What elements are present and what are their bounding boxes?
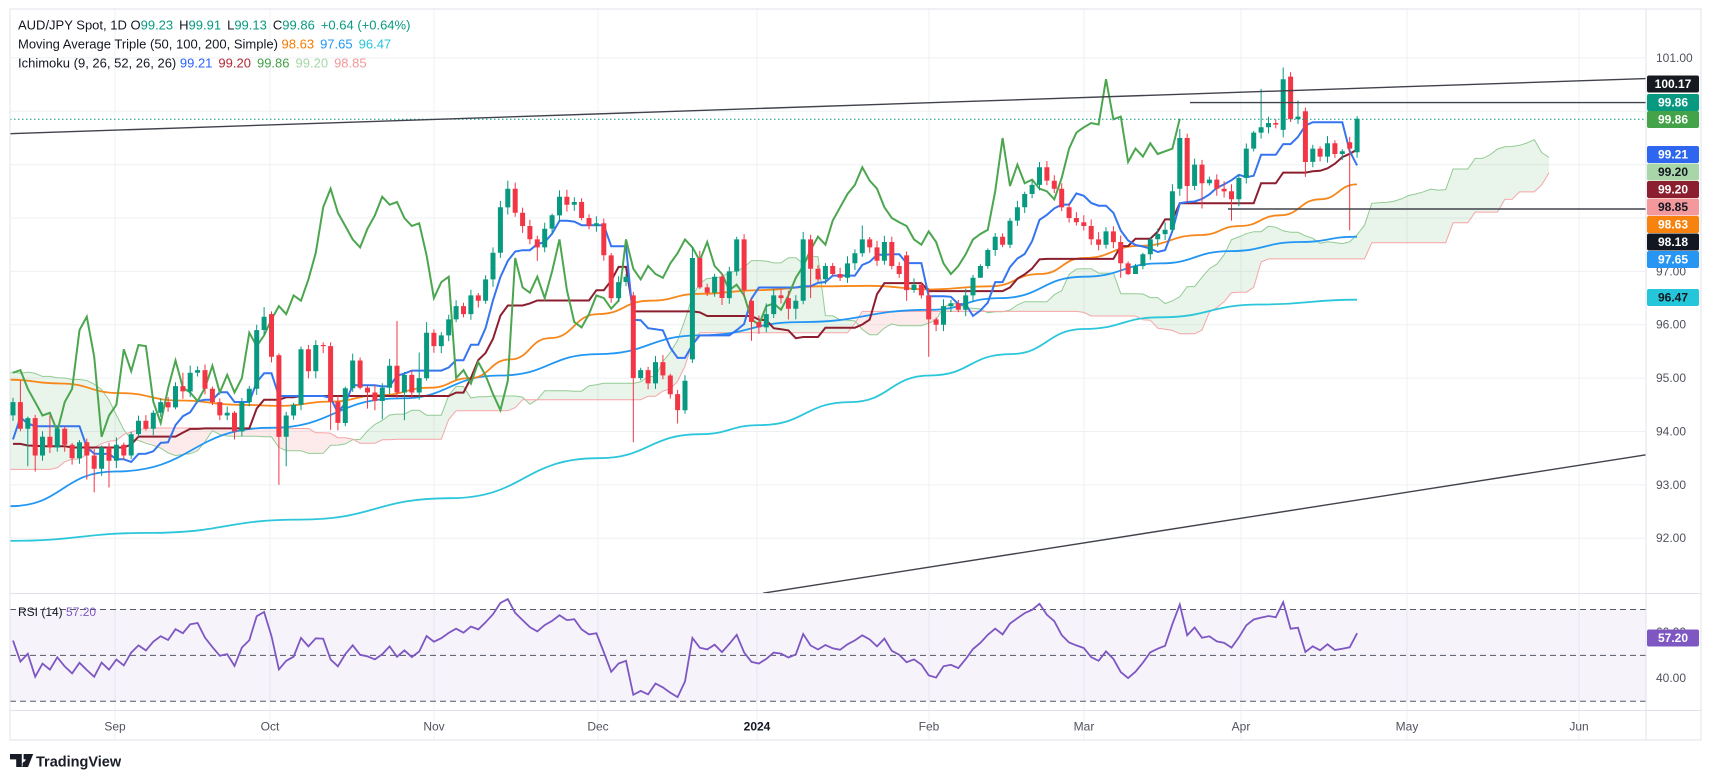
svg-text:May: May [1396, 720, 1419, 734]
svg-text:Sep: Sep [104, 720, 126, 734]
svg-text:98.63: 98.63 [1658, 218, 1688, 232]
svg-text:99.86: 99.86 [1658, 113, 1688, 127]
svg-text:40.00: 40.00 [1656, 671, 1686, 685]
svg-text:93.00: 93.00 [1656, 478, 1686, 492]
svg-text:94.00: 94.00 [1656, 425, 1686, 439]
svg-text:96.47: 96.47 [1658, 291, 1688, 305]
svg-text:TradingView: TradingView [36, 755, 122, 771]
svg-text:95.00: 95.00 [1656, 371, 1686, 385]
svg-text:99.20: 99.20 [1658, 165, 1688, 179]
svg-text:Apr: Apr [1232, 720, 1251, 734]
svg-text:2024: 2024 [744, 720, 771, 734]
svg-text:Moving Average Triple (50, 100: Moving Average Triple (50, 100, 200, Sim… [18, 37, 391, 52]
svg-text:Feb: Feb [919, 720, 940, 734]
svg-text:99.86: 99.86 [1658, 96, 1688, 110]
svg-text:92.00: 92.00 [1656, 531, 1686, 545]
svg-text:Mar: Mar [1074, 720, 1095, 734]
svg-text:98.18: 98.18 [1658, 235, 1688, 249]
svg-text:98.85: 98.85 [1658, 200, 1688, 214]
svg-text:Dec: Dec [587, 720, 608, 734]
svg-text:57.20: 57.20 [1658, 631, 1688, 645]
svg-text:Jun: Jun [1569, 720, 1588, 734]
svg-text:101.00: 101.00 [1656, 51, 1693, 65]
svg-text:99.21: 99.21 [1658, 148, 1688, 162]
svg-text:Oct: Oct [261, 720, 280, 734]
svg-text:97.65: 97.65 [1658, 253, 1688, 267]
svg-text:100.17: 100.17 [1655, 77, 1692, 91]
svg-text:RSI (14) 57.20: RSI (14) 57.20 [18, 605, 96, 619]
svg-text:Ichimoku (9, 26, 52, 26, 26) 9: Ichimoku (9, 26, 52, 26, 26) 99.21 99.20 9… [18, 56, 367, 71]
svg-text:99.20: 99.20 [1658, 183, 1688, 197]
svg-text:96.00: 96.00 [1656, 318, 1686, 332]
svg-text:Nov: Nov [423, 720, 444, 734]
